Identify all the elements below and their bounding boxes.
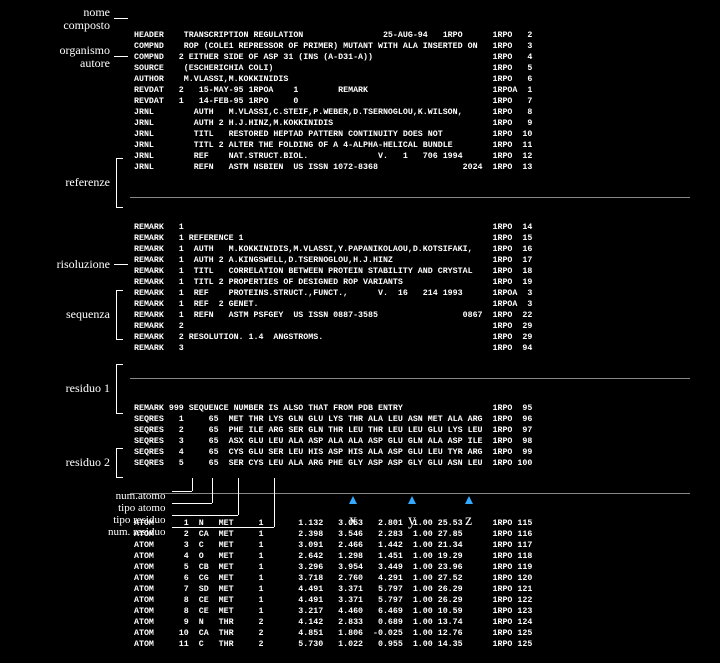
arrow-y xyxy=(408,496,416,504)
section-remark: REMARK 1 1RPO 14 REMARK 1 REFERENCE 1 1R… xyxy=(130,220,690,356)
section-header: HEADER TRANSCRIPTION REGULATION 25-AUG-9… xyxy=(130,28,690,175)
label-num-residuo: num. residuo xyxy=(108,526,165,538)
label-x: x xyxy=(349,512,357,530)
label-z: z xyxy=(465,512,472,530)
label-risoluzione: risoluzione xyxy=(57,258,110,271)
label-referenze: referenze xyxy=(65,176,110,189)
label-y: y xyxy=(408,512,416,530)
arrow-x xyxy=(349,496,357,504)
label-nome-composto: nome composto xyxy=(63,6,110,32)
bottom-left-annotations: num.atomo tipo atomo tipo residuo num. r… xyxy=(108,490,165,538)
label-sequenza: sequenza xyxy=(66,308,110,321)
label-tipo-atomo: tipo atomo xyxy=(108,502,165,514)
section-seqres: REMARK 999 SEQUENCE NUMBER IS ALSO THAT … xyxy=(130,401,690,471)
label-tipo-residuo: tipo residuo xyxy=(108,514,165,526)
arrow-z xyxy=(465,496,473,504)
label-residuo1: residuo 1 xyxy=(66,382,110,395)
pdb-text-panel: HEADER TRANSCRIPTION REGULATION 25-AUG-9… xyxy=(130,6,690,663)
label-residuo2: residuo 2 xyxy=(66,456,110,469)
label-num-atomo: num.atomo xyxy=(108,490,165,502)
label-organismo-autore: organismo autore xyxy=(60,44,110,70)
section-atom: ATOM 1 N MET 1 1.132 3.053 2.801 1.00 25… xyxy=(130,516,690,652)
